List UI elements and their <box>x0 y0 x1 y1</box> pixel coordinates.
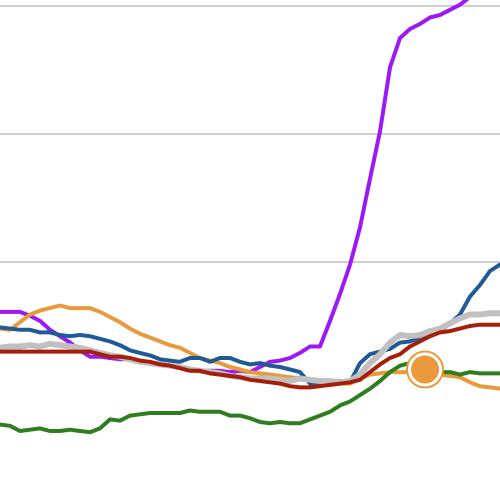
highlight-marker[interactable] <box>407 351 443 388</box>
markers <box>406 350 444 389</box>
series-line <box>0 262 500 386</box>
highlight-marker-ring <box>406 350 444 389</box>
series-line <box>0 0 470 375</box>
series-line <box>0 322 500 390</box>
gridlines <box>0 5 500 263</box>
